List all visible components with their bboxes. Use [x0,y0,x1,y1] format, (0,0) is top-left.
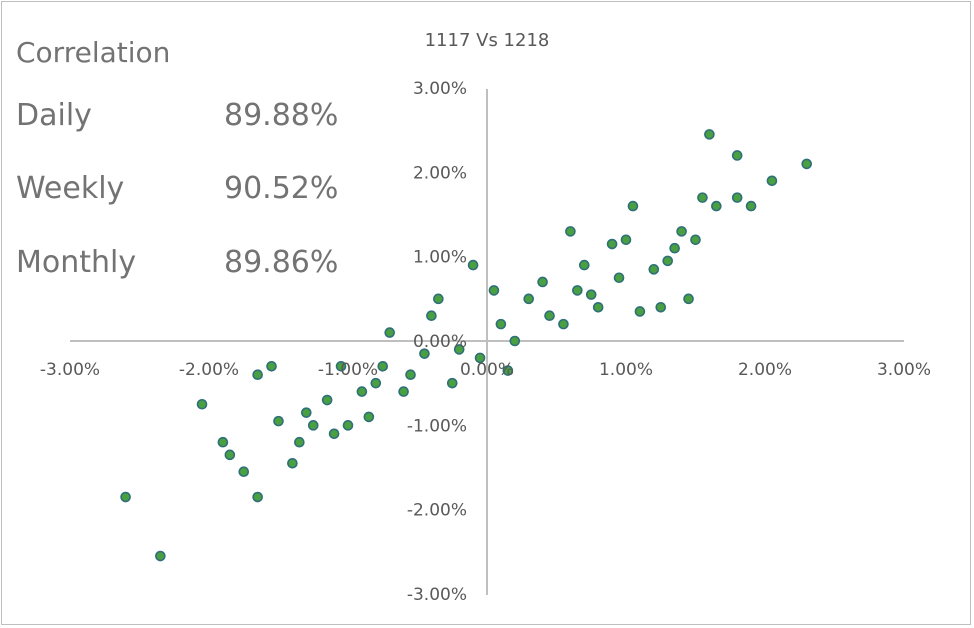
data-point [690,234,701,246]
data-point [627,200,639,212]
data-point [342,420,354,431]
data-point [474,352,486,364]
x-tick-label: 3.00% [877,360,931,380]
data-point [398,386,409,397]
data-point [377,360,389,372]
data-point [509,335,521,347]
weekly-value: 90.52% [224,171,339,206]
data-point [662,255,674,267]
data-point [252,369,263,381]
y-tick-label: 0.00% [413,332,467,352]
data-point [523,293,535,305]
data-point [578,259,590,271]
data-point [467,259,479,271]
data-point [266,360,277,372]
data-point [634,306,646,317]
y-tick-label: -1.00% [407,416,467,436]
data-point [446,377,458,389]
data-point [766,175,778,187]
x-tick-label: -3.00% [40,360,100,380]
data-point [307,420,319,431]
data-point [300,407,312,418]
data-point [697,192,708,203]
data-point [405,369,416,381]
data-point [731,150,743,161]
monthly-value: 89.86% [224,245,339,280]
y-tick-label: 2.00% [413,163,467,183]
y-tick-label: -3.00% [407,585,467,605]
data-point [669,242,680,254]
y-tick-label: 3.00% [413,79,467,99]
x-tick-label: 1.00% [599,360,653,380]
data-point [196,398,208,410]
data-point [537,276,548,288]
data-point [238,466,250,478]
daily-label: Daily [16,98,92,133]
data-point [488,285,500,296]
data-point [321,394,333,406]
x-tick-label: -2.00% [179,360,239,380]
correlation-heading: Correlation [16,36,171,69]
data-point [426,310,437,322]
data-point [592,301,604,313]
monthly-label: Monthly [16,245,137,280]
data-point [704,129,715,140]
weekly-label: Weekly [16,171,125,206]
data-point [363,411,375,423]
tick-labels: -3.00% -2.00% -1.00% 0.00% 1.00% 2.00% 3.00% 3.… [40,79,931,605]
data-point [620,234,632,246]
data-point [224,449,236,461]
x-tick-label: 2.00% [738,360,792,380]
data-point [273,415,284,427]
daily-value: 89.88% [224,98,339,133]
data-point [565,226,576,237]
data-point [294,436,305,448]
data-point [606,238,618,250]
data-point [558,318,569,330]
data-point [433,293,444,305]
data-point [544,310,555,322]
data-point [801,158,813,170]
data-point [335,360,347,372]
data-point [419,348,430,359]
data-point [384,327,396,338]
data-points [120,129,813,562]
chart-title: 1117 Vs 1218 [425,30,550,51]
data-point [495,318,507,330]
data-point [683,293,694,305]
data-point [328,428,340,440]
data-point [287,457,298,469]
data-point [370,377,382,389]
data-point [252,491,263,503]
data-point [155,550,166,562]
data-point [217,436,229,448]
y-tick-label: -2.00% [407,501,467,521]
x-tick-label: -1.00% [318,360,378,380]
data-point [711,200,722,212]
data-point [120,491,131,503]
data-point [648,264,660,275]
data-point [676,226,687,237]
data-point [356,386,368,397]
y-tick-label: 1.00% [413,248,467,268]
data-point [453,344,465,355]
data-point [731,192,743,203]
data-point [585,289,597,300]
x-tick-label: 0.00% [460,360,514,380]
data-point [502,365,514,376]
axes [70,89,904,595]
data-point [613,272,625,284]
data-point [655,301,667,313]
data-point [745,200,757,212]
data-point [572,285,583,296]
